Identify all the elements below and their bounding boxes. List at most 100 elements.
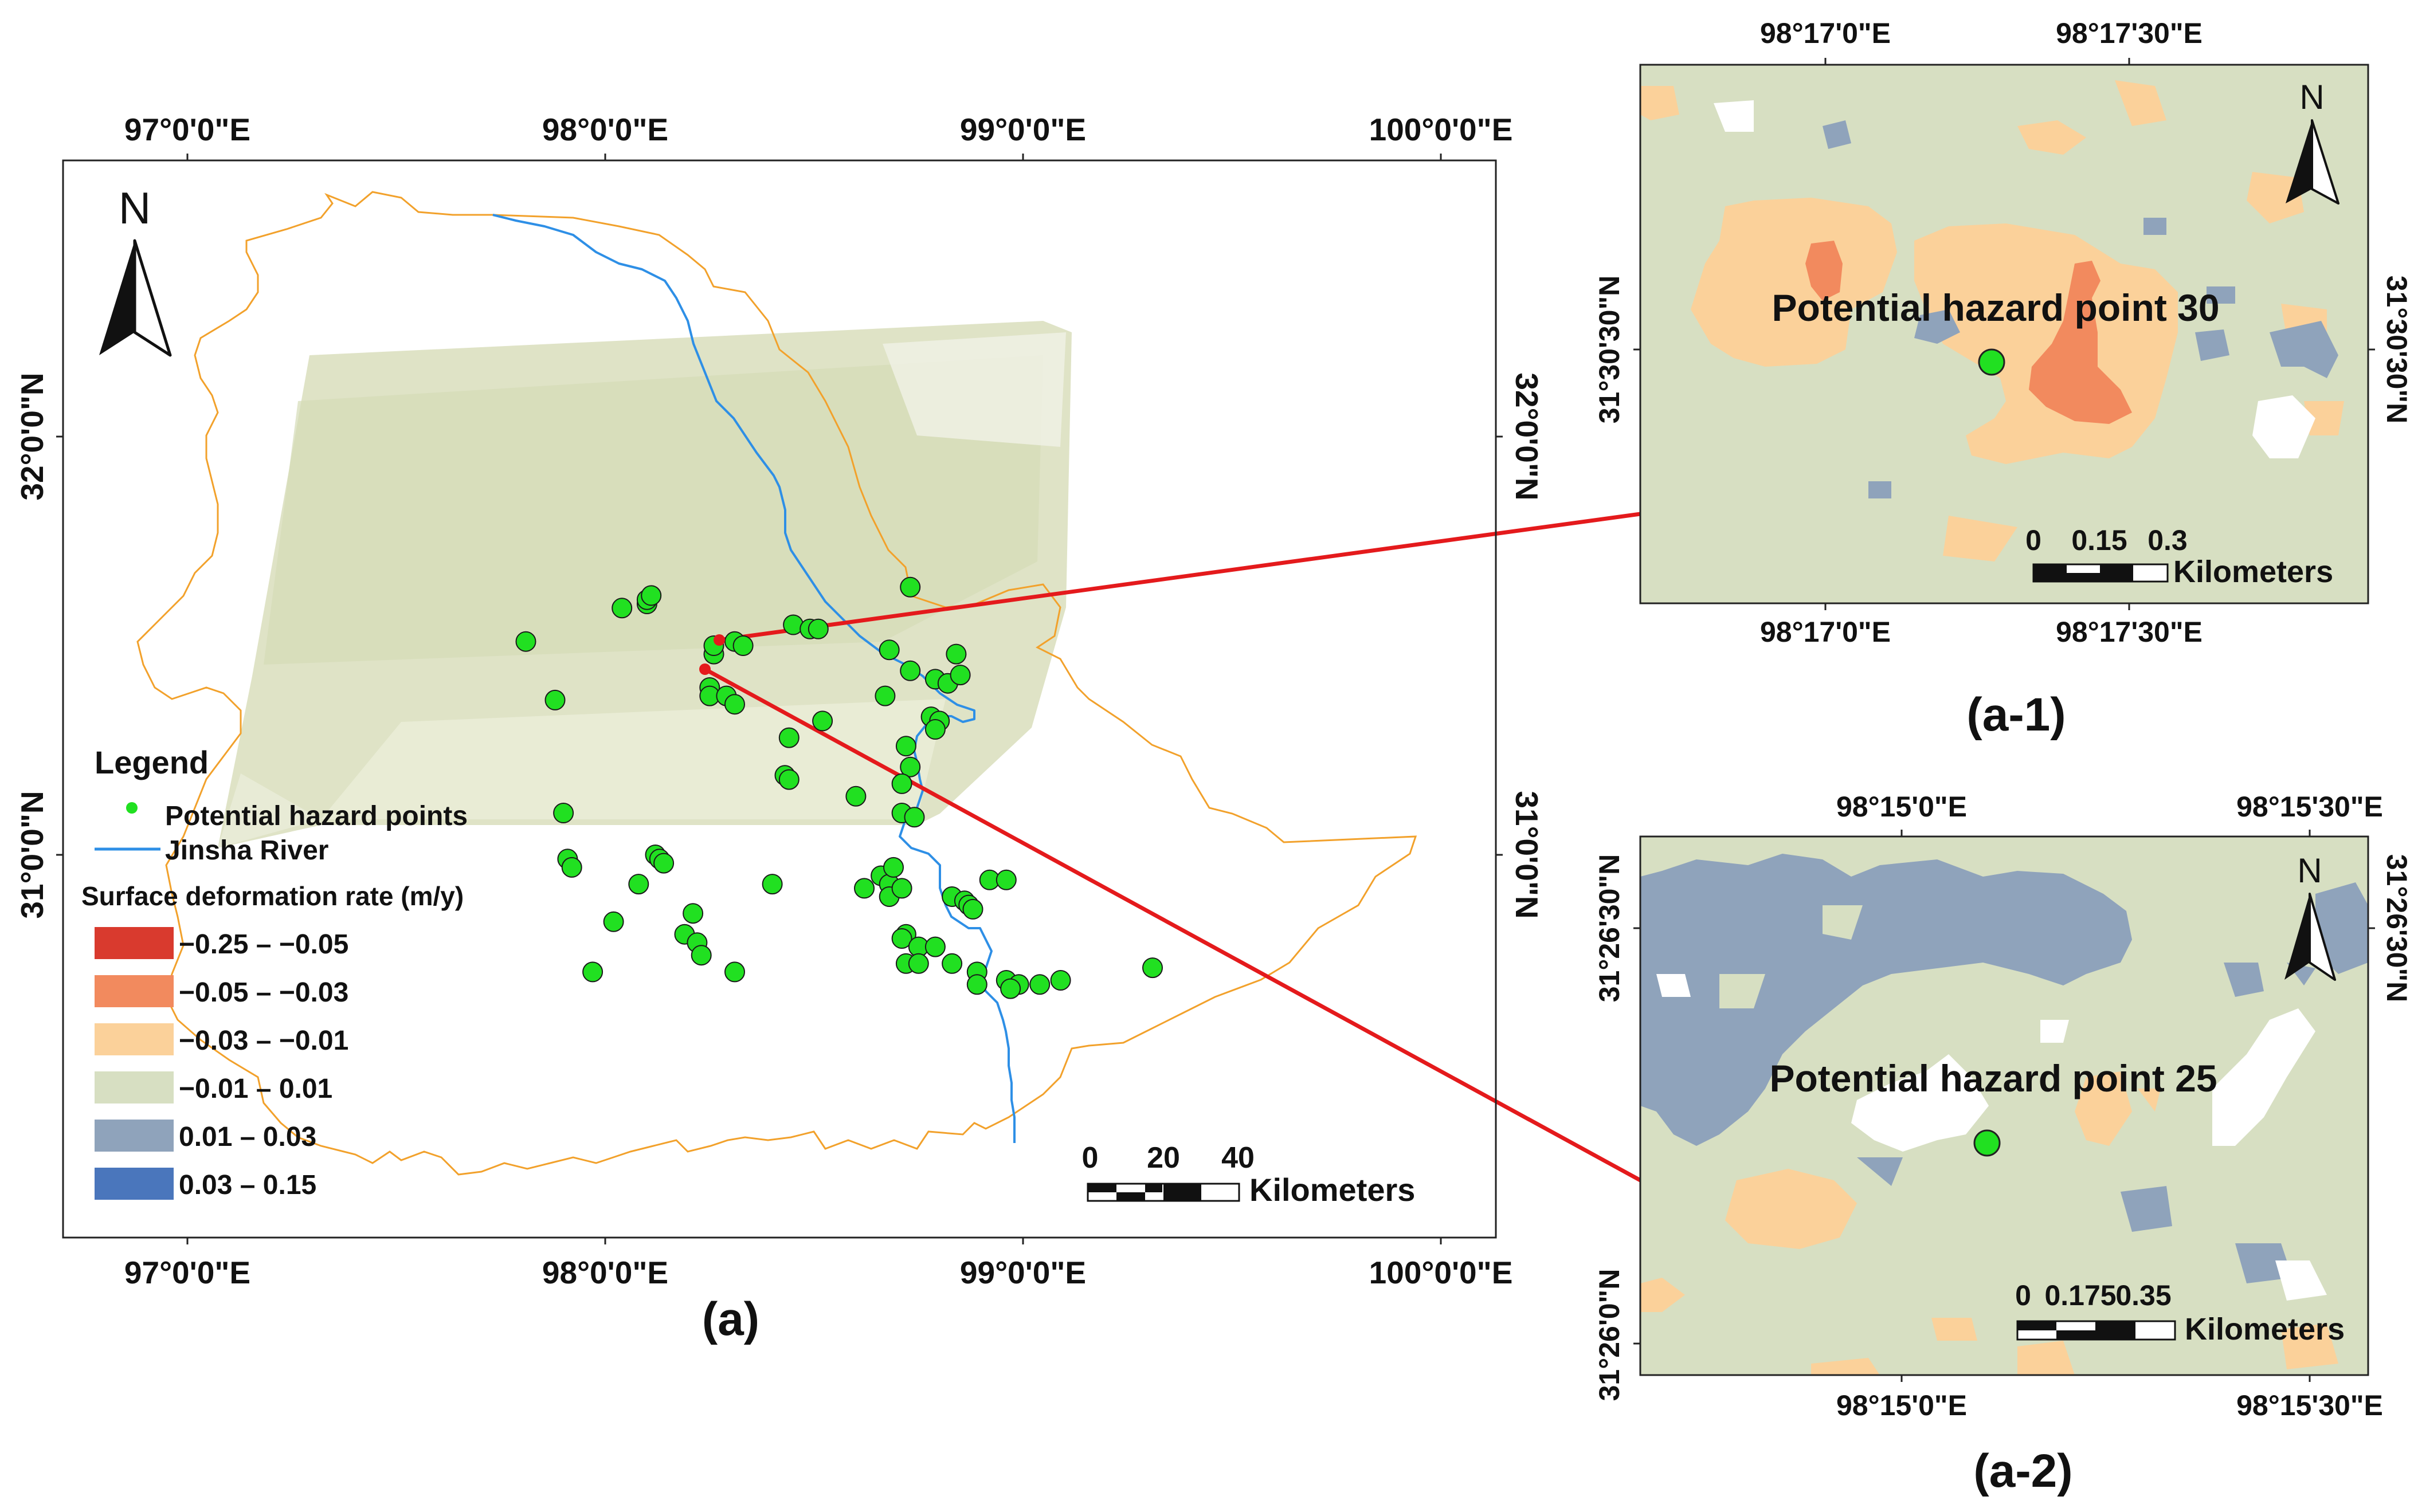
inset-a2-lat-left-2: 31°26'0"N [1593, 1269, 1625, 1401]
hazard-point-77[interactable] [966, 974, 987, 995]
legend-swatch-3 [95, 1023, 174, 1055]
hazard-point-24[interactable] [900, 660, 921, 681]
hazard-point-80[interactable] [1142, 957, 1163, 979]
hazard-point-47[interactable] [603, 911, 624, 932]
hazard-point-71[interactable] [908, 953, 929, 974]
inset-a2-raster [1640, 836, 2368, 1375]
hazard-point-32[interactable] [924, 719, 946, 740]
inset-a1-lon-top-2: 98°17'30"E [2056, 17, 2203, 49]
lat-label-right-2: 31°0'0"N [1509, 791, 1545, 918]
inset-a1-lat-left: 31°30'30"N [1593, 276, 1625, 424]
main-map-frame [62, 159, 1497, 1239]
inset-a1-hazard-point[interactable] [1978, 348, 2005, 376]
hazard-point-45[interactable] [653, 853, 675, 874]
legend-class-label-6: 0.03 – 0.15 [179, 1170, 316, 1200]
inset-a1-title: Potential hazard point 30 [1772, 286, 2219, 329]
hazard-point-41[interactable] [561, 857, 582, 878]
hazard-point-39[interactable] [553, 803, 574, 823]
lon-label-top-4: 100°0'0"E [1369, 112, 1513, 147]
inset-a2-scale-number-0: 0 [2015, 1279, 2031, 1311]
inset-a2-lon-top-2: 98°15'30"E [2236, 791, 2383, 823]
hazard-point-1[interactable] [515, 631, 536, 652]
hazard-point-48[interactable] [683, 903, 704, 924]
lon-label-bottom-4: 100°0'0"E [1369, 1255, 1513, 1290]
hazard-point-79[interactable] [1050, 970, 1071, 991]
inset-a1: Potential hazard point 30 N 0 0.15 0.3 K… [1593, 17, 2413, 741]
hazard-point-29[interactable] [875, 685, 896, 706]
hazard-point-54[interactable] [854, 878, 875, 899]
inset-a1-scale-number-0: 0 [2025, 524, 2041, 556]
hazard-point-14[interactable] [724, 694, 745, 715]
hazard-point-76[interactable] [1000, 978, 1021, 999]
main-map-caption: (a) [702, 1293, 759, 1345]
hazard-point-38[interactable] [904, 807, 925, 828]
inset-a2-north-arrow: N [2284, 851, 2336, 981]
inset-a1-north-label: N [2299, 78, 2324, 116]
inset-a2-lat-right: 31°26'30"N [2381, 854, 2413, 1003]
inset-a2-lon-top-1: 98°15'0"E [1836, 791, 1967, 823]
hazard-point-22[interactable] [900, 576, 921, 598]
legend-classes: −0.25 – −0.05 −0.05 – −0.03 −0.03 – −0.01 −… [95, 927, 348, 1200]
inset-a1-lon-bottom-1: 98°17'0"E [1760, 616, 1891, 648]
selected-point-30[interactable] [714, 634, 725, 646]
main-scale-number-2: 40 [1221, 1141, 1255, 1175]
hazard-point-34[interactable] [900, 756, 921, 777]
hazard-point-33[interactable] [895, 736, 916, 757]
hazard-point-20[interactable] [778, 769, 800, 790]
hazard-point-6[interactable] [641, 585, 662, 606]
hazard-point-25[interactable] [946, 643, 967, 665]
legend-class-label-1: −0.25 – −0.05 [179, 929, 348, 960]
legend-class-label-5: 0.01 – 0.03 [179, 1122, 316, 1152]
hazard-point-42[interactable] [628, 874, 649, 895]
hazard-point-78[interactable] [1029, 974, 1051, 995]
hazard-point-53[interactable] [724, 961, 745, 983]
selected-point-25[interactable] [699, 663, 711, 675]
legend-swatch-4 [95, 1071, 174, 1103]
hazard-point-17[interactable] [808, 618, 829, 639]
legend-swatch-5 [95, 1120, 174, 1152]
legend-title: Legend [95, 744, 209, 780]
inset-a2-caption: (a-2) [1973, 1445, 2072, 1497]
hazard-point-59[interactable] [891, 878, 912, 899]
hazard-point-52[interactable] [582, 961, 604, 983]
hazard-point-2[interactable] [544, 689, 566, 710]
legend-class-label-4: −0.01 – 0.01 [179, 1074, 332, 1104]
lat-label-right-1: 32°0'0"N [1509, 372, 1545, 500]
legend-rate-title: Surface deformation rate (m/y) [81, 881, 464, 911]
hazard-point-46[interactable] [762, 874, 783, 895]
hazard-point-57[interactable] [883, 857, 904, 878]
legend-swatch-2 [95, 975, 174, 1007]
hazard-point-69[interactable] [924, 936, 946, 957]
hazard-point-3[interactable] [612, 598, 633, 619]
inset-a2-hazard-point[interactable] [1973, 1129, 2001, 1157]
hazard-point-65[interactable] [996, 869, 1017, 890]
hazard-point-35[interactable] [891, 773, 912, 794]
inset-a1-scale-number-1: 0.15 [2071, 524, 2127, 556]
legend-river-label: Jinsha River [165, 835, 328, 866]
main-map: 97°0'0"E 98°0'0"E 99°0'0"E 100°0'0"E 97°… [14, 112, 1641, 1345]
lat-label-left-1: 32°0'0"N [14, 372, 50, 500]
hazard-point-72[interactable] [942, 953, 963, 974]
legend-point-symbol [126, 802, 138, 814]
hazard-point-18[interactable] [778, 727, 800, 748]
lat-label-left-2: 31°0'0"N [14, 791, 50, 918]
hazard-point-23[interactable] [879, 639, 900, 661]
hazard-point-36[interactable] [845, 786, 867, 807]
hazard-point-63[interactable] [962, 898, 983, 920]
inset-a1-ticks [1633, 58, 2375, 610]
hazard-point-10[interactable] [732, 635, 754, 656]
hazard-point-67[interactable] [891, 928, 912, 949]
jinsha-river [492, 214, 1016, 1143]
deformation-raster [218, 321, 1072, 848]
inset-a2-lon-bottom-1: 98°15'0"E [1836, 1389, 1967, 1421]
hazard-point-21[interactable] [812, 710, 833, 732]
hazard-point-28[interactable] [950, 665, 971, 686]
leader-line-point-30 [719, 512, 1641, 642]
lon-label-top-1: 97°0'0"E [124, 112, 250, 147]
lon-label-top-3: 99°0'0"E [960, 112, 1086, 147]
lon-label-bottom-1: 97°0'0"E [124, 1255, 250, 1290]
inset-a2-ticks [1633, 830, 2375, 1382]
inset-a2-north-label: N [2297, 851, 2322, 890]
lon-label-bottom-2: 98°0'0"E [542, 1255, 668, 1290]
hazard-point-51[interactable] [691, 945, 712, 966]
